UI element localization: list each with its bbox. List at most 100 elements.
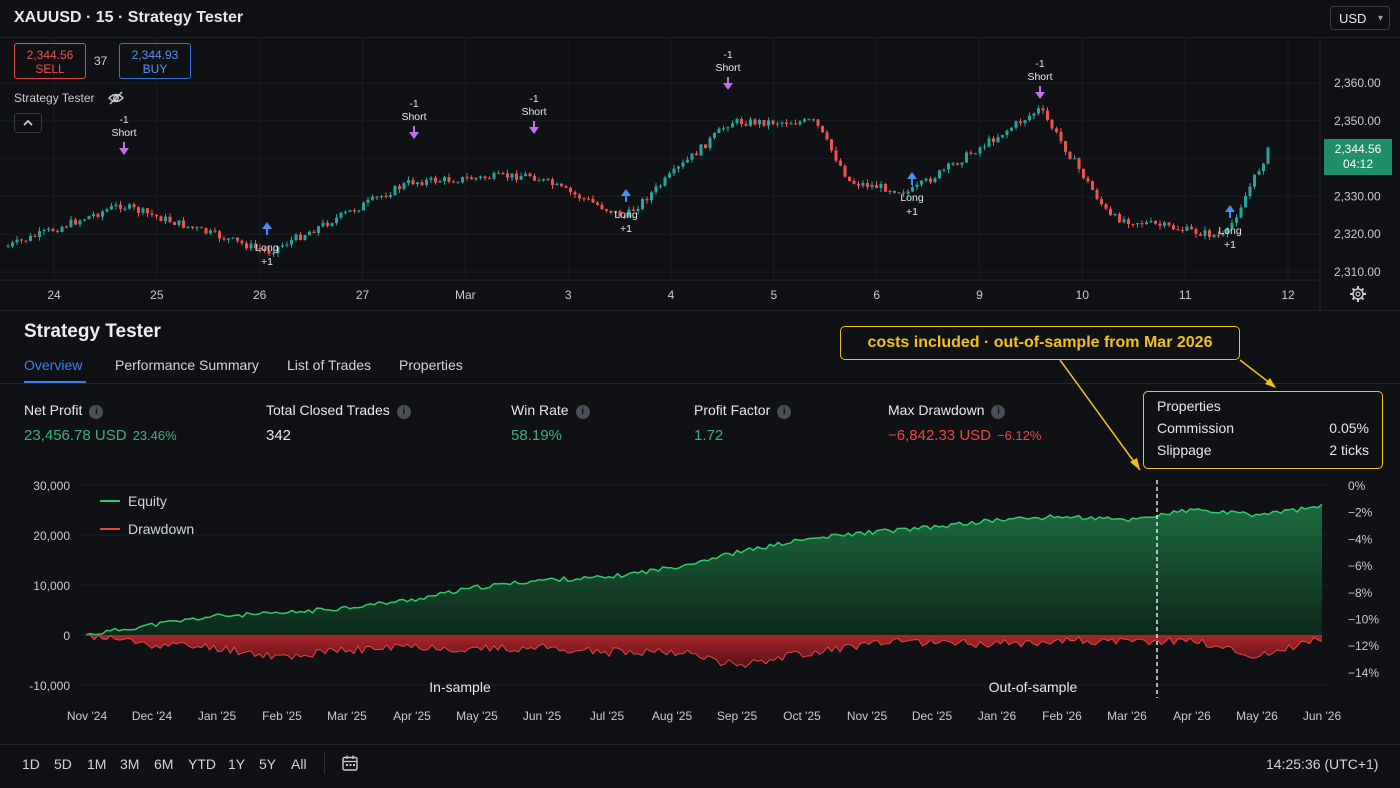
candle-body	[987, 138, 991, 147]
drawdown-area	[86, 635, 1322, 668]
calendar-icon[interactable]	[341, 754, 359, 772]
info-icon[interactable]: i	[89, 405, 104, 419]
candle-body	[65, 226, 68, 228]
candle-body	[141, 208, 145, 213]
tab-overview[interactable]: Overview	[24, 357, 83, 373]
eye-hidden-icon[interactable]	[107, 89, 125, 107]
candle-body	[74, 219, 77, 225]
candle-body	[555, 183, 559, 186]
info-icon[interactable]: i	[991, 405, 1006, 419]
candle-body	[749, 119, 752, 126]
range-1m[interactable]: 1M	[87, 756, 107, 772]
y-right-tick-label: −2%	[1348, 506, 1373, 520]
candle-body	[501, 172, 505, 174]
candle-body	[290, 239, 293, 245]
candle-body	[1136, 223, 1139, 225]
candle-body	[591, 198, 595, 203]
x-tick-label: Sep '25	[717, 709, 758, 723]
candle-body	[1158, 223, 1162, 226]
info-icon[interactable]: i	[777, 405, 792, 419]
panel-divider	[0, 310, 1400, 311]
range-6m[interactable]: 6M	[154, 756, 174, 772]
candle-body	[1149, 220, 1153, 223]
candle-body	[1019, 121, 1022, 124]
candle-body	[465, 176, 469, 178]
range-ytd[interactable]: YTD	[188, 756, 216, 772]
candle-body	[798, 121, 802, 125]
candle-body	[686, 159, 689, 163]
x-tick-label: Aug '25	[652, 709, 693, 723]
profit-factor-value: 1.72	[694, 427, 724, 444]
candle-body	[708, 137, 712, 149]
candle-body	[317, 226, 320, 233]
sell-button[interactable]: 2,344.56 SELL	[14, 43, 86, 79]
tab-list-of-trades[interactable]: List of Trades	[287, 357, 372, 373]
candle-body	[303, 235, 307, 240]
tab-properties[interactable]: Properties	[399, 357, 463, 373]
candle-body	[1104, 204, 1108, 209]
candle-body	[870, 184, 874, 187]
candle-body	[911, 187, 914, 192]
candle-body	[726, 127, 730, 129]
long-signal: Long +1	[900, 172, 924, 218]
collapse-button[interactable]	[14, 113, 42, 133]
candle-body	[164, 216, 167, 222]
svg-text:Long: Long	[614, 209, 638, 221]
legend-swatch	[100, 500, 120, 502]
candle-body	[695, 153, 698, 156]
candle-body	[186, 226, 190, 228]
candle-body	[96, 214, 100, 217]
candle-body	[740, 119, 743, 125]
candle-body	[407, 180, 410, 184]
currency-select[interactable]: USD ▾	[1330, 6, 1390, 30]
candle-body	[861, 183, 865, 186]
arrow-up-icon	[1225, 205, 1235, 212]
info-icon[interactable]: i	[396, 405, 411, 419]
candle-body	[992, 138, 995, 143]
range-5y[interactable]: 5Y	[259, 756, 277, 772]
price-chart[interactable]: -1ShortLong+1-1Short-1ShortLong+1-1Short…	[0, 37, 1400, 310]
candle-body	[803, 119, 806, 122]
range-all[interactable]: All	[291, 756, 307, 772]
range-1d[interactable]: 1D	[22, 756, 40, 772]
x-tick-label: Apr '25	[393, 709, 431, 723]
arrow-down-icon	[723, 83, 733, 90]
candle-body	[330, 223, 334, 226]
candle-body	[1010, 127, 1013, 131]
candle-body	[393, 186, 397, 196]
bottom-toolbar	[0, 744, 1400, 788]
candle-body	[146, 208, 149, 214]
equity-chart[interactable]: 30,000 20,000 10,000 0 -10,000 0% −2% −4% −6% −8%…	[0, 470, 1400, 744]
svg-text:-1: -1	[119, 114, 128, 126]
candle-body	[497, 172, 500, 174]
candle-body	[222, 238, 226, 240]
candle-body	[506, 173, 509, 178]
range-1y[interactable]: 1Y	[228, 756, 246, 772]
candle-body	[56, 231, 59, 233]
in-sample-label: In-sample	[429, 679, 491, 695]
legend-equity: Equity	[100, 493, 167, 509]
max-drawdown-label: Max Drawdown i	[888, 402, 1006, 419]
candle-body	[735, 119, 739, 124]
equity-area	[86, 504, 1322, 635]
candle-body	[947, 163, 950, 170]
properties-row-commission: Commission 0.05%	[1157, 420, 1369, 436]
candle-body	[195, 227, 199, 229]
date-tick-label: 6	[873, 288, 880, 302]
tab-performance-summary[interactable]: Performance Summary	[115, 357, 259, 373]
range-5d[interactable]: 5D	[54, 756, 72, 772]
candle-body	[704, 144, 707, 149]
info-icon[interactable]: i	[575, 405, 590, 419]
candle-body	[33, 235, 37, 237]
range-3m[interactable]: 3M	[120, 756, 140, 772]
x-tick-label: Oct '25	[783, 709, 821, 723]
candle-body	[191, 226, 194, 228]
candle-body	[1118, 214, 1121, 223]
last-price: 2,344.56	[1334, 142, 1382, 156]
candle-body	[524, 173, 527, 177]
candle-body	[915, 184, 919, 188]
candle-body	[839, 160, 842, 166]
settings-gear-icon[interactable]	[1350, 286, 1366, 302]
buy-button[interactable]: 2,344.93 BUY	[119, 43, 191, 79]
candle-body	[1244, 196, 1247, 208]
